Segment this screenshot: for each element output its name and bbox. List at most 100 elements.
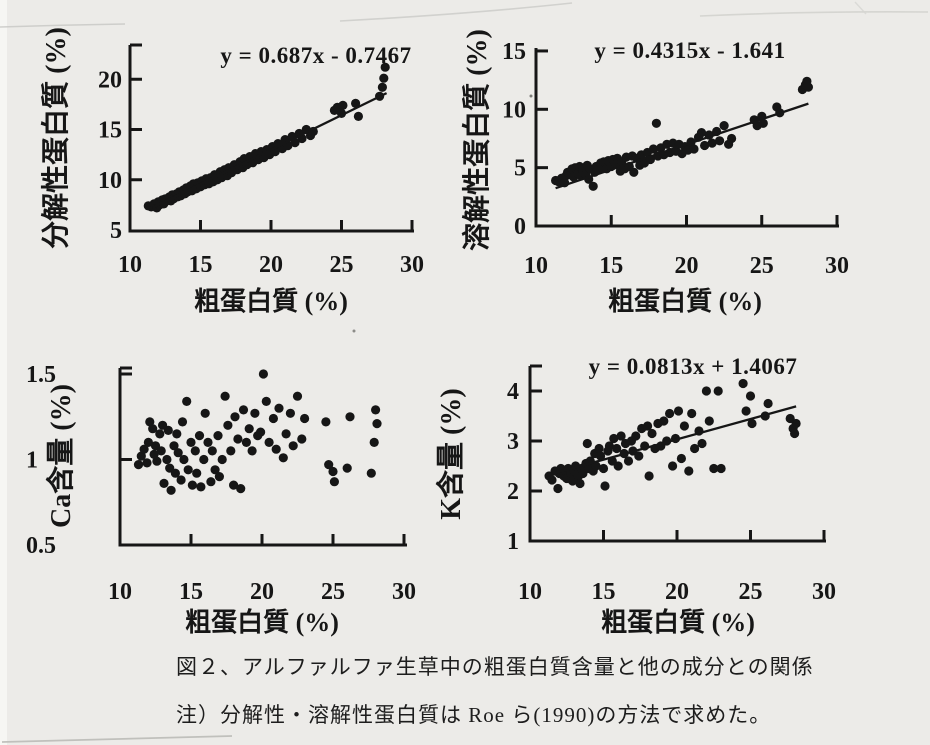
data-point <box>190 446 200 456</box>
x-tick-label: 20 <box>259 252 283 278</box>
data-point <box>697 438 707 449</box>
data-point <box>684 466 694 476</box>
data-point <box>206 477 216 487</box>
data-point <box>217 454 227 465</box>
data-point <box>297 434 307 444</box>
data-point <box>616 431 626 441</box>
data-point <box>604 441 615 451</box>
data-point <box>700 140 710 151</box>
data-point <box>342 463 352 473</box>
data-point <box>351 98 361 108</box>
data-point <box>715 136 725 146</box>
data-point <box>271 444 281 454</box>
data-point <box>258 369 268 379</box>
data-point <box>155 429 165 439</box>
data-point <box>220 391 230 401</box>
data-point <box>328 466 338 477</box>
data-point <box>133 460 144 470</box>
data-point <box>594 443 604 454</box>
data-point <box>758 118 768 128</box>
data-point <box>321 417 331 427</box>
data-point <box>143 437 153 447</box>
data-point <box>162 454 172 465</box>
data-point <box>687 408 697 419</box>
data-point <box>634 451 644 461</box>
plot2-equation: y = 0.4315x - 1.641 <box>594 38 786 63</box>
data-point <box>148 424 158 434</box>
x-tick-label: 10 <box>518 579 542 605</box>
data-point <box>679 421 690 431</box>
y-tick-label: 3 <box>507 429 519 455</box>
data-point <box>256 427 266 437</box>
data-point <box>696 128 707 138</box>
data-point <box>547 475 557 485</box>
data-point <box>172 429 182 439</box>
y-tick-label: 1 <box>507 529 519 555</box>
data-point <box>596 451 606 461</box>
plot-1: 10 15 20 25 30 5 10 15 20 <box>98 43 424 278</box>
plot3-y-axis-title: Ca含量 (%) <box>46 384 77 528</box>
data-point <box>213 431 223 441</box>
figure-note: 注）分解性・溶解性蛋白質は Roe ら(1990)の方法で求めた。 <box>176 703 772 727</box>
data-point <box>803 82 814 92</box>
axis-spines <box>128 45 414 233</box>
data-point <box>644 471 654 481</box>
plot-4: 10 15 20 25 30 1 2 3 4 <box>507 364 836 605</box>
data-point <box>177 417 188 427</box>
data-point <box>588 181 598 191</box>
y-tick-label: 5 <box>514 156 526 182</box>
data-point <box>285 408 295 418</box>
data-point <box>701 386 712 396</box>
data-point <box>747 418 757 429</box>
plot4-x-axis-title: 粗蛋白質 (%) <box>601 608 755 637</box>
axis-spines <box>534 48 839 228</box>
y-tick-label: 0.5 <box>26 533 56 559</box>
axis-spines <box>528 366 826 543</box>
data-point <box>136 451 146 461</box>
data-point <box>377 82 387 92</box>
data-point <box>582 438 592 449</box>
data-point <box>210 465 220 475</box>
data-point <box>142 458 152 468</box>
data-point <box>250 408 260 418</box>
data-point <box>629 167 639 177</box>
data-point <box>623 456 634 466</box>
data-point <box>324 460 334 470</box>
data-point <box>230 412 240 422</box>
x-tick-label: 25 <box>330 252 354 278</box>
plot4-y-axis-title: K含量 (%) <box>436 388 467 520</box>
data-point <box>612 443 622 454</box>
y-tick-label: 1 <box>26 448 38 474</box>
data-point <box>247 446 257 456</box>
data-point <box>203 437 213 447</box>
data-point <box>713 386 723 396</box>
data-point <box>727 133 737 144</box>
x-tick-label: 20 <box>250 579 274 605</box>
data-point <box>156 446 166 456</box>
scan-edge-strip <box>0 0 7 745</box>
plot4-equation: y = 0.0813x + 1.4067 <box>588 354 798 379</box>
data-point <box>223 420 233 430</box>
x-tick-label: 15 <box>592 579 616 605</box>
plot-3: 10 15 20 25 30 0.5 1 1.5 <box>26 362 416 605</box>
data-point <box>371 405 381 415</box>
data-point <box>366 468 376 478</box>
data-point <box>790 428 800 439</box>
data-point <box>613 461 623 471</box>
y-tick-label: 5 <box>110 218 122 244</box>
data-point <box>166 485 176 495</box>
x-tick-label: 15 <box>179 579 203 605</box>
data-point <box>274 403 284 413</box>
x-tick-label: 20 <box>665 579 689 605</box>
y-tick-label: 10 <box>502 97 526 123</box>
data-point <box>345 412 355 422</box>
data-point <box>179 454 189 465</box>
x-tick-label: 15 <box>189 252 213 278</box>
data-point <box>192 468 202 478</box>
x-tick-label: 10 <box>108 579 132 605</box>
plot2-y-axis-title: 溶解性蛋白質 (%) <box>462 29 493 251</box>
data-point <box>741 406 751 416</box>
trend-line <box>152 92 388 209</box>
x-tick-label: 25 <box>321 579 345 605</box>
